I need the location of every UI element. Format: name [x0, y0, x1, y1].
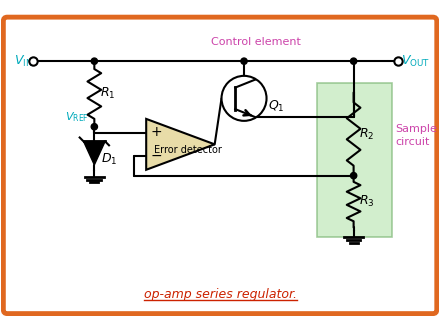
- Text: $R_2$: $R_2$: [359, 127, 375, 142]
- Text: $Q_1$: $Q_1$: [269, 99, 285, 114]
- Text: $-$: $-$: [150, 148, 162, 161]
- Circle shape: [241, 58, 247, 64]
- Text: +: +: [150, 125, 162, 139]
- Circle shape: [222, 76, 266, 121]
- Text: Control element: Control element: [211, 37, 301, 47]
- FancyBboxPatch shape: [317, 83, 392, 237]
- Text: $V_{\rm REF}$: $V_{\rm REF}$: [64, 110, 89, 124]
- Text: Error detector: Error detector: [154, 145, 222, 155]
- Text: $V_{\rm OUT}$: $V_{\rm OUT}$: [401, 54, 430, 69]
- Circle shape: [91, 58, 97, 64]
- Text: $V_{\rm IN}$: $V_{\rm IN}$: [14, 54, 33, 69]
- Text: $R_3$: $R_3$: [359, 194, 375, 209]
- Circle shape: [91, 123, 97, 130]
- Text: $R_1$: $R_1$: [100, 86, 116, 101]
- Text: Sample: Sample: [396, 124, 438, 134]
- Circle shape: [350, 58, 357, 64]
- Text: circuit: circuit: [396, 137, 430, 147]
- Polygon shape: [84, 141, 105, 165]
- Polygon shape: [146, 119, 215, 170]
- Circle shape: [350, 173, 357, 179]
- Text: $D_1$: $D_1$: [101, 152, 118, 167]
- Text: op-amp series regulator.: op-amp series regulator.: [144, 287, 297, 300]
- FancyBboxPatch shape: [3, 17, 437, 314]
